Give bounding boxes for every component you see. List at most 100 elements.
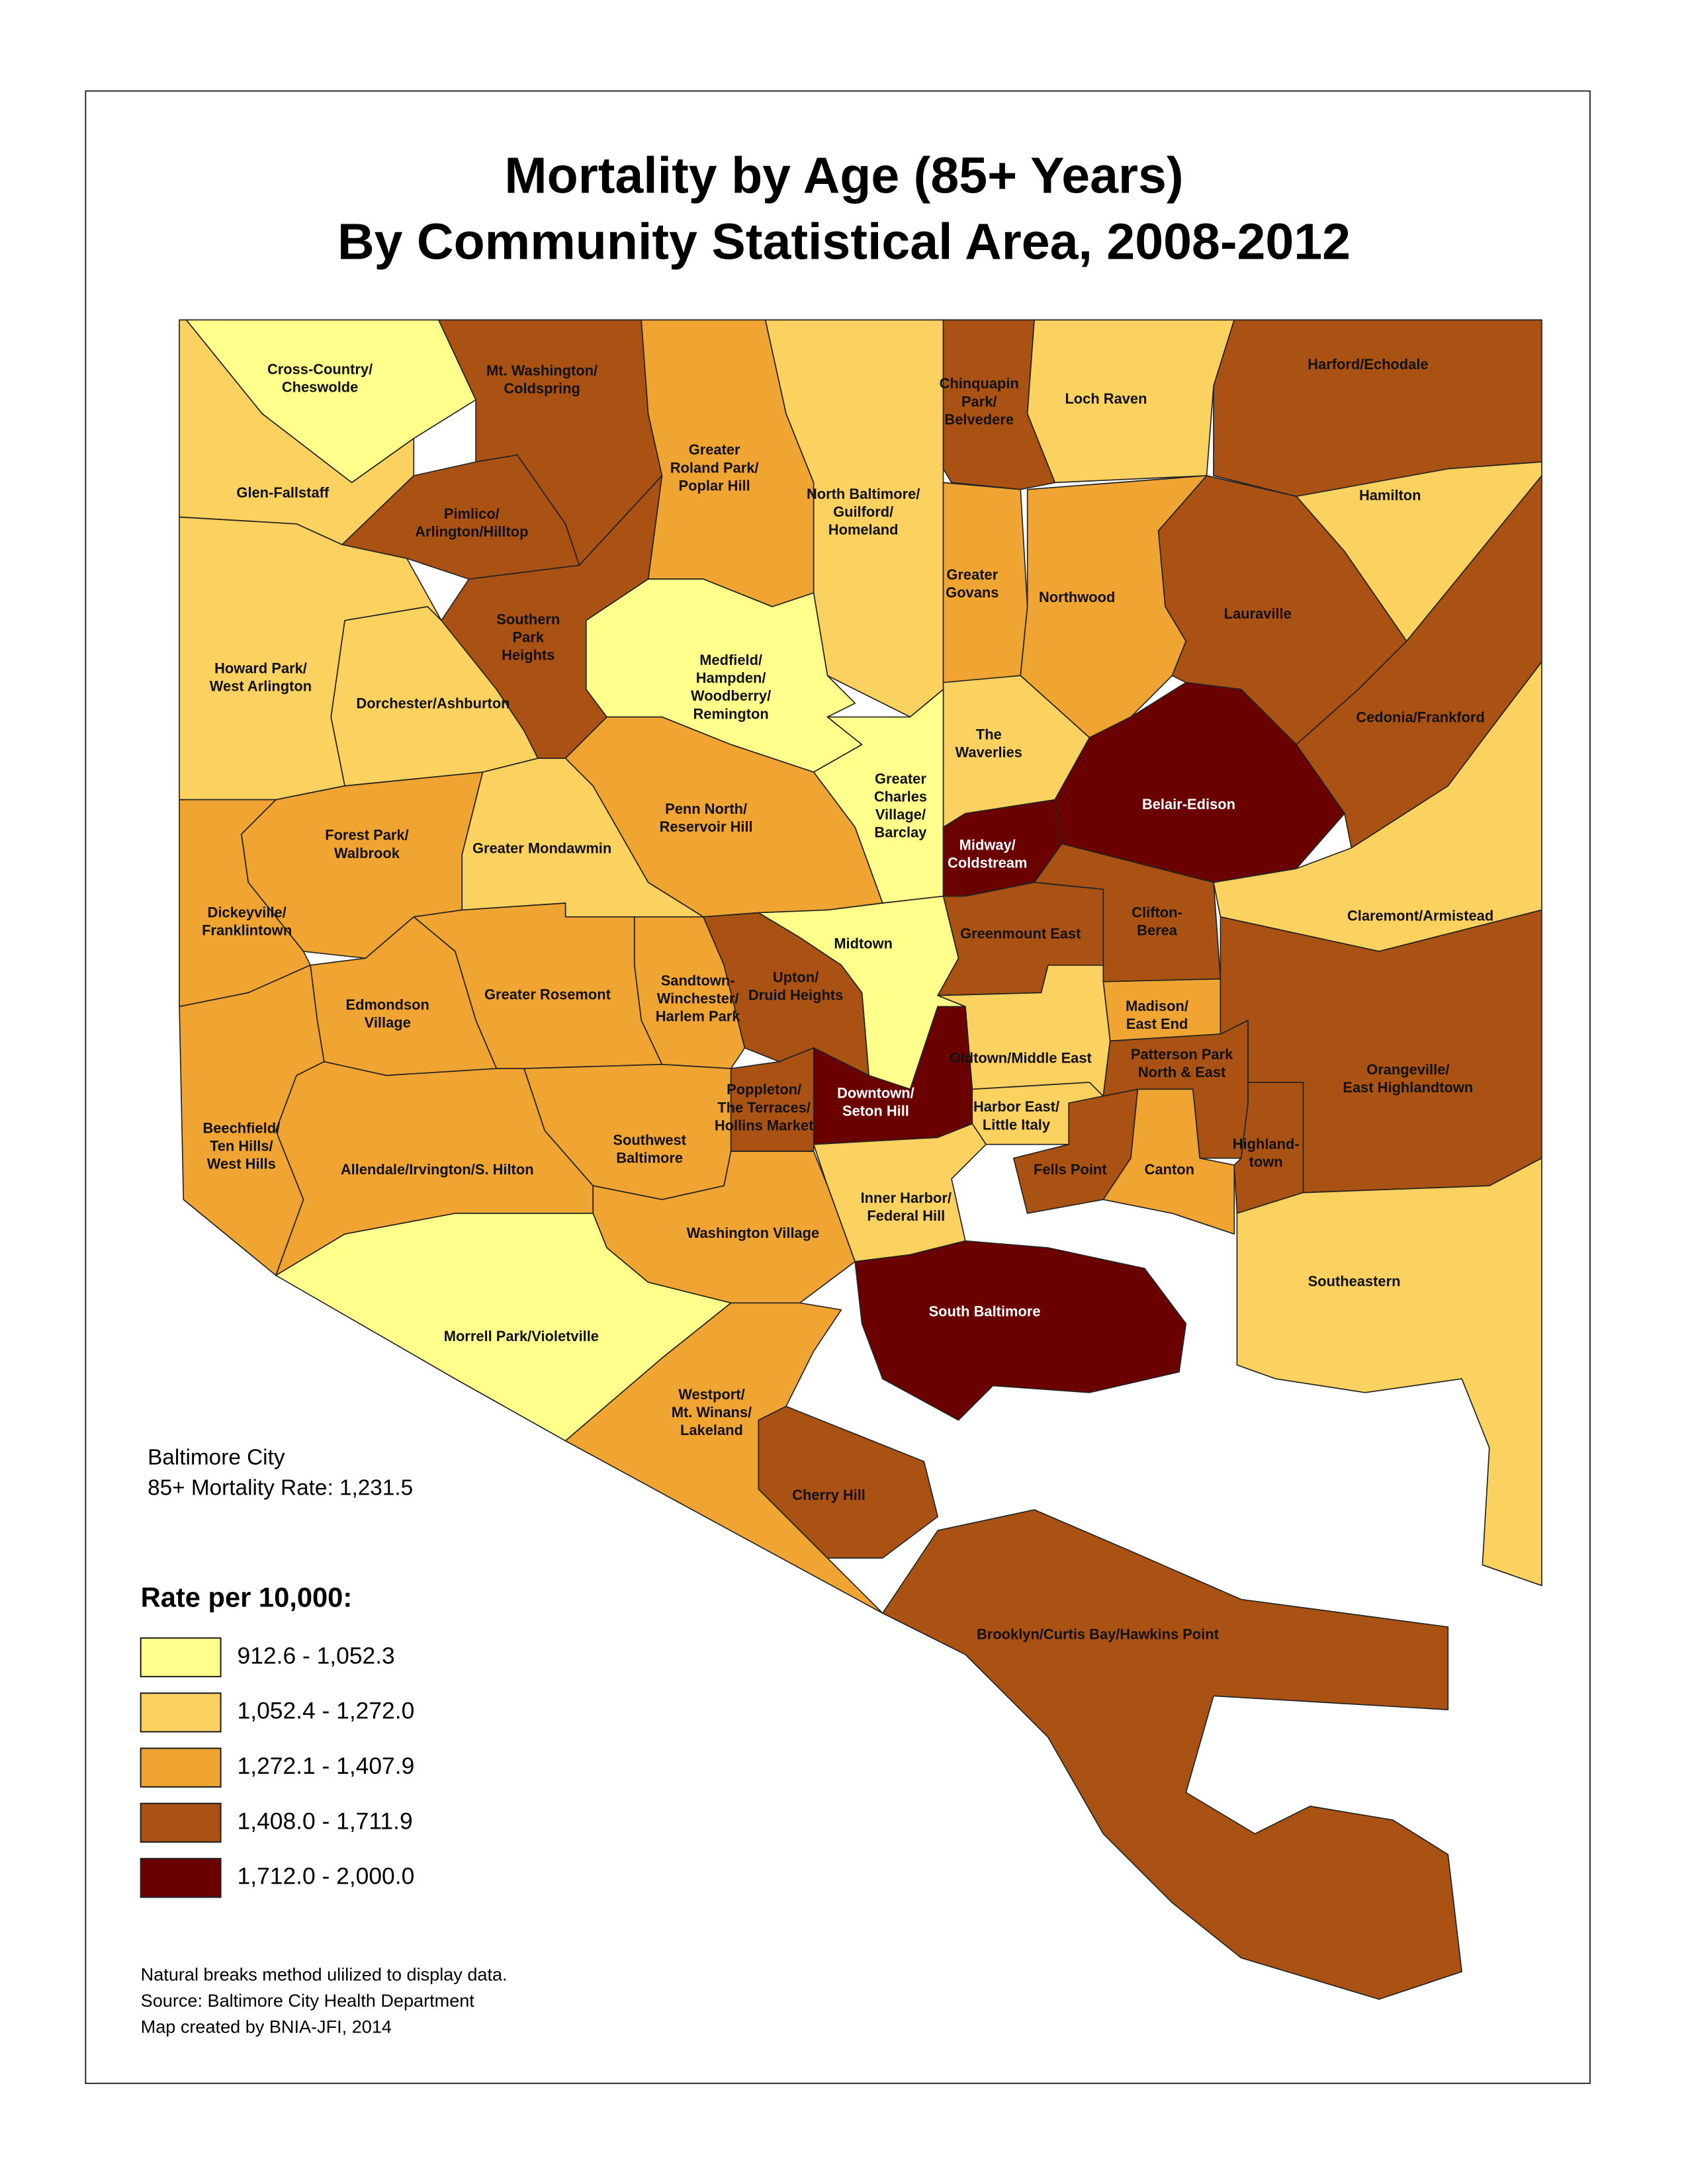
legend-label: 912.6 - 1,052.3	[238, 1642, 395, 1669]
region-label: Seton Hill	[842, 1102, 909, 1119]
region-label: Druid Heights	[748, 986, 843, 1003]
legend-label: 1,052.4 - 1,272.0	[238, 1698, 415, 1724]
region-label: Greater Rosemont	[484, 986, 611, 1002]
region-label: Patterson Park	[1131, 1046, 1233, 1063]
region-label: Woodberry/	[691, 687, 771, 704]
region-label: Barclay	[874, 824, 927, 841]
region-label: North Baltimore/	[807, 486, 920, 502]
region-label: Greater	[946, 566, 998, 583]
region-label: Winchester/	[657, 990, 739, 1007]
region-label: Franklintown	[202, 922, 292, 938]
city-name: Baltimore City	[148, 1446, 285, 1470]
region-label: Reservoir Hill	[660, 818, 753, 835]
region	[1102, 1088, 1235, 1235]
region-label: Penn North/	[665, 801, 747, 817]
region-label: Belair-Edison	[1142, 796, 1235, 812]
region-label: Homeland	[828, 521, 899, 538]
region-label: Hampden/	[696, 670, 766, 686]
legend-label: 1,712.0 - 2,000.0	[238, 1863, 415, 1890]
region-label: Park	[513, 629, 545, 646]
region-label: Brooklyn/Curtis Bay/Hawkins Point	[977, 1626, 1220, 1642]
region-label: Coldstream	[948, 854, 1027, 871]
region	[1233, 1082, 1304, 1214]
region	[882, 1509, 1462, 2000]
region-label: Roland Park/	[670, 459, 759, 476]
title-line: Mortality by Age (85+ Years)	[504, 147, 1183, 204]
region-label: Westport/	[678, 1386, 744, 1403]
region-label: Greenmount East	[960, 926, 1081, 942]
region-label: Dickeyville/	[208, 904, 287, 920]
region	[854, 1240, 1187, 1421]
region-label: Harlem Park	[656, 1008, 741, 1025]
region-label: Inner Harbor/	[861, 1190, 952, 1206]
region-label: Orangeville/	[1366, 1061, 1449, 1078]
legend-swatch	[140, 1802, 222, 1843]
region-label: Little Italy	[983, 1116, 1051, 1133]
region-label: Loch Raven	[1065, 390, 1147, 407]
region-label: Hamilton	[1359, 487, 1421, 503]
region-label: Poppleton/	[727, 1081, 801, 1098]
region-label: Canton	[1145, 1161, 1194, 1178]
region-label: Poplar Hill	[679, 477, 750, 494]
region-label: Beechfield/	[202, 1120, 280, 1137]
region-label: Belvedere	[944, 411, 1014, 427]
region-label: Guilford/	[833, 503, 893, 520]
region-label: Greater Mondawmin	[472, 840, 611, 857]
region	[275, 1213, 732, 1442]
region-label: Forest Park/	[325, 827, 408, 844]
region-label: Heights	[502, 647, 555, 664]
region-label: Baltimore	[616, 1149, 683, 1166]
region-label: Lauraville	[1224, 605, 1292, 622]
region-label: Edmondson	[346, 996, 429, 1013]
region-label: Claremont/Armistead	[1347, 908, 1493, 924]
region-label: Park/	[961, 393, 997, 410]
legend-swatch	[140, 1858, 222, 1898]
region-label: Medfield/	[699, 652, 762, 668]
region-label: Chinquapin	[940, 375, 1019, 392]
region-label: Waverlies	[955, 744, 1022, 761]
region-label: Village	[365, 1014, 411, 1031]
region-label: Midtown	[834, 935, 893, 951]
region-label: West Hills	[207, 1156, 276, 1172]
region-label: Govans	[946, 584, 999, 601]
region-label: Harford/Echodale	[1308, 356, 1428, 372]
region-label: Cross-Country/	[267, 361, 373, 377]
region-label: Charles	[874, 788, 927, 805]
region-label: Washington Village	[687, 1225, 820, 1241]
title-line: By Community Statistical Area, 2008-2012	[337, 213, 1351, 270]
region-label: Howard Park/	[214, 660, 307, 677]
region-label: Village/	[875, 806, 926, 822]
region-label: Arlington/Hilltop	[415, 523, 528, 540]
region-label: Downtown/	[837, 1084, 914, 1101]
region-label: Southern	[496, 611, 560, 628]
region-label: East Highlandtown	[1343, 1079, 1473, 1096]
region-label: The Terraces/	[717, 1099, 811, 1115]
region-label: The	[976, 726, 1002, 743]
region-label: Dorchester/Ashburton	[356, 695, 510, 712]
region-label: Oldtown/Middle East	[950, 1049, 1092, 1066]
region-label: Mt. Washington/	[486, 362, 598, 378]
note: Source: Baltimore City Health Department	[141, 1990, 475, 2011]
legend: 912.6 - 1,052.3 1,052.4 - 1,272.0 1,272.1 …	[140, 1637, 415, 1898]
region-label: West Arlington	[210, 678, 312, 695]
regions	[179, 319, 1542, 2000]
region-label: Harbor East/	[973, 1098, 1059, 1115]
legend-swatch	[140, 1637, 222, 1678]
region-label: Mt. Winans/	[672, 1404, 752, 1420]
region-label: Sandtown-	[661, 973, 735, 989]
region-label: Midway/	[959, 836, 1016, 853]
region-label: Southeastern	[1308, 1273, 1401, 1289]
note: Natural breaks method ulilized to displa…	[141, 1964, 508, 1984]
region-label: Federal Hill	[867, 1207, 945, 1224]
region-label: Hollins Market	[715, 1117, 814, 1133]
region-label: Glen-Fallstaff	[236, 484, 329, 501]
region-label: Clifton-	[1132, 904, 1182, 920]
region-label: North & East	[1138, 1064, 1226, 1080]
region	[1236, 1157, 1542, 1587]
region-label: Greater	[875, 770, 926, 787]
region-label: East End	[1126, 1016, 1188, 1032]
region-label: town	[1249, 1154, 1283, 1170]
region-label: Upton/	[773, 969, 819, 985]
